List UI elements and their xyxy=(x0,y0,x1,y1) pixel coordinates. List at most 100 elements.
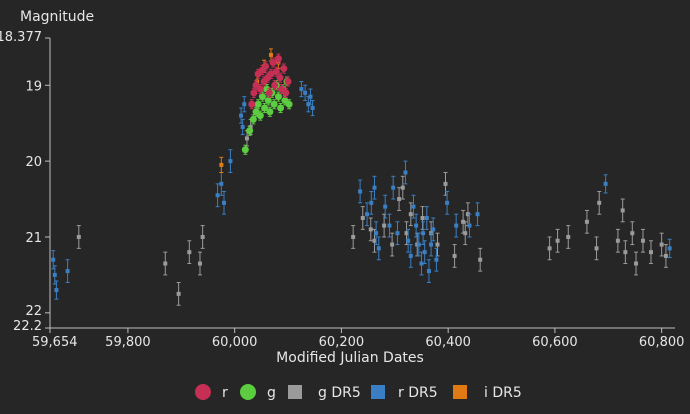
data-point xyxy=(219,181,224,186)
x-tick-label: 60,400 xyxy=(425,335,471,350)
legend-label: r DR5 xyxy=(398,385,438,401)
data-point xyxy=(282,89,290,97)
plot-area xyxy=(51,48,672,306)
legend-item-i-dr5: i DR5 xyxy=(453,385,522,401)
data-point xyxy=(435,242,440,247)
data-point xyxy=(383,204,388,209)
data-point xyxy=(411,204,416,209)
data-point xyxy=(663,253,668,258)
data-point xyxy=(274,93,282,101)
data-point xyxy=(261,104,269,112)
x-axis-title: Modified Julian Dates xyxy=(276,350,424,366)
data-point xyxy=(461,219,466,224)
data-point xyxy=(241,146,249,154)
legend-item-g-dr5: g DR5 xyxy=(288,385,361,401)
x-tick-label: 60,000 xyxy=(212,335,258,350)
data-point xyxy=(255,79,260,84)
data-point xyxy=(390,242,395,247)
y-tick-label: 22 xyxy=(25,304,42,319)
data-point xyxy=(365,212,370,217)
data-point xyxy=(429,242,434,247)
data-point xyxy=(594,246,599,251)
data-point xyxy=(566,234,571,239)
data-point xyxy=(445,200,450,205)
data-point xyxy=(603,181,608,186)
legend-label: g DR5 xyxy=(318,385,361,401)
data-point xyxy=(368,227,373,232)
data-point xyxy=(358,189,363,194)
data-point xyxy=(270,100,278,108)
data-point xyxy=(258,93,266,101)
data-point xyxy=(615,238,620,243)
data-point xyxy=(634,261,639,266)
y-tick-label: 20 xyxy=(25,155,42,170)
data-point xyxy=(403,170,408,175)
data-point xyxy=(667,246,672,251)
data-point xyxy=(310,106,315,111)
x-tick-label: 60,800 xyxy=(639,335,685,350)
data-point xyxy=(351,234,356,239)
x-tick-label: 60,200 xyxy=(319,335,365,350)
data-point xyxy=(374,231,379,236)
data-point xyxy=(219,162,224,167)
legend-label: i DR5 xyxy=(484,385,522,401)
data-point xyxy=(299,87,304,92)
data-point xyxy=(376,246,381,251)
data-point xyxy=(256,85,264,93)
data-point xyxy=(452,253,457,258)
data-point xyxy=(200,234,205,239)
data-point xyxy=(228,159,233,164)
data-point xyxy=(308,94,313,99)
data-point xyxy=(360,216,365,221)
data-point xyxy=(176,291,181,296)
data-point xyxy=(443,181,448,186)
data-point xyxy=(248,100,256,108)
data-point xyxy=(463,231,468,236)
x-tick-label: 59,654 xyxy=(32,335,78,350)
data-point xyxy=(406,238,411,243)
data-point xyxy=(467,223,472,228)
series-r-dr5 xyxy=(51,80,672,300)
data-point xyxy=(391,185,396,190)
data-point xyxy=(285,100,293,108)
data-point xyxy=(242,102,247,107)
data-point xyxy=(369,200,374,205)
legend-label: g xyxy=(267,385,276,401)
data-point xyxy=(414,223,419,228)
legend-marker xyxy=(371,385,385,399)
data-point xyxy=(620,208,625,213)
data-point xyxy=(426,269,431,274)
data-point xyxy=(408,253,413,258)
data-point xyxy=(555,238,560,243)
y-tick-label: 22.2 xyxy=(13,319,42,334)
data-point xyxy=(397,197,402,202)
data-point xyxy=(274,55,282,63)
data-point xyxy=(431,227,436,232)
series-g-dr5 xyxy=(76,118,668,306)
data-point xyxy=(265,89,273,97)
data-point xyxy=(422,250,427,255)
legend-marker xyxy=(195,384,211,400)
data-point xyxy=(65,269,70,274)
data-point xyxy=(239,113,244,118)
y-tick-label: 21 xyxy=(25,231,42,246)
y-tick-label: 19 xyxy=(25,79,42,94)
data-point xyxy=(478,257,483,262)
data-point xyxy=(256,112,264,120)
data-point xyxy=(372,185,377,190)
data-point xyxy=(648,250,653,255)
data-point xyxy=(395,231,400,236)
x-tick-label: 59,800 xyxy=(105,335,151,350)
data-point xyxy=(434,257,439,262)
data-point xyxy=(269,59,277,67)
data-point xyxy=(584,219,589,224)
data-point xyxy=(382,223,387,228)
data-point xyxy=(630,231,635,236)
data-point xyxy=(215,193,220,198)
legend-label: r xyxy=(222,385,228,401)
data-point xyxy=(268,52,273,57)
data-point xyxy=(267,70,275,78)
data-point xyxy=(597,200,602,205)
series-r xyxy=(248,53,292,110)
